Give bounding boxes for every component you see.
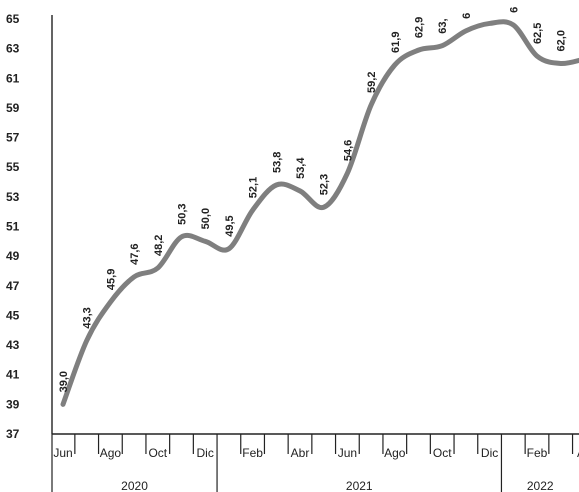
x-axis: Jun Ago Oct Dic Feb Abr Jun Ago Oct Dic Feb Ab 2020 2… bbox=[51, 433, 579, 492]
data-label: 43,3 bbox=[82, 307, 94, 328]
y-tick-label: 59 bbox=[6, 101, 20, 115]
data-label: 48,2 bbox=[153, 235, 165, 256]
y-tick-label: 53 bbox=[6, 190, 20, 204]
y-tick-label: 43 bbox=[6, 338, 20, 352]
x-month-label: Oct bbox=[433, 446, 452, 460]
x-month-label: Ago bbox=[384, 446, 406, 460]
y-tick-label: 37 bbox=[6, 427, 20, 441]
y-tick-label: 61 bbox=[6, 71, 20, 85]
series-line bbox=[60, 19, 579, 407]
data-label: 52,1 bbox=[248, 177, 260, 198]
data-label: 49,5 bbox=[224, 215, 236, 236]
y-tick-label: 55 bbox=[6, 160, 20, 174]
x-month-label: Oct bbox=[148, 446, 167, 460]
x-month-label: Dic bbox=[481, 446, 498, 460]
x-month-label: Jun bbox=[53, 446, 72, 460]
y-tick-label: 45 bbox=[6, 308, 20, 322]
x-year-label: 2021 bbox=[346, 479, 373, 492]
data-label: 62,9 bbox=[414, 17, 426, 38]
x-month-label: Feb bbox=[242, 446, 263, 460]
data-label: 61,9 bbox=[390, 32, 402, 53]
x-year-label: 2022 bbox=[527, 479, 554, 492]
x-month-label: Ab bbox=[577, 446, 579, 460]
x-month-label: Abr bbox=[291, 446, 310, 460]
data-label: 50,0 bbox=[200, 208, 212, 229]
x-month-label: Dic bbox=[197, 446, 214, 460]
x-month-label: Feb bbox=[527, 446, 548, 460]
y-tick-label: 63 bbox=[6, 42, 20, 56]
y-tick-label: 41 bbox=[6, 368, 20, 382]
data-label: 62,5 bbox=[532, 23, 544, 44]
data-label: 52,3 bbox=[319, 174, 331, 195]
y-axis: 37 39 41 43 45 47 49 51 53 55 57 59 61 63 65 bbox=[6, 12, 53, 441]
data-label: 6 bbox=[461, 13, 473, 19]
x-year-label: 2020 bbox=[121, 479, 148, 492]
y-tick-label: 57 bbox=[6, 131, 20, 145]
y-tick-label: 39 bbox=[6, 397, 20, 411]
y-tick-label: 65 bbox=[6, 12, 20, 26]
x-month-label: Ago bbox=[100, 446, 122, 460]
y-tick-label: 51 bbox=[6, 220, 20, 234]
x-month-label: Jun bbox=[338, 446, 357, 460]
data-label: 63, bbox=[437, 18, 449, 33]
data-label: 50,3 bbox=[177, 203, 189, 224]
data-label: 62,0 bbox=[556, 30, 568, 51]
series-path bbox=[60, 19, 579, 407]
data-labels: 39,0 43,3 45,9 47,6 48,2 50,3 50,0 49,5 52,1 53,8… bbox=[58, 7, 568, 393]
data-label: 59,2 bbox=[366, 72, 378, 93]
data-label: 53,8 bbox=[271, 152, 283, 173]
y-tick-label: 47 bbox=[6, 279, 20, 293]
data-label: 45,9 bbox=[105, 269, 117, 290]
data-label: 39,0 bbox=[58, 371, 70, 392]
data-label: 6 bbox=[508, 7, 520, 13]
data-label: 47,6 bbox=[129, 243, 141, 264]
y-tick-label: 49 bbox=[6, 249, 20, 263]
data-label: 54,6 bbox=[342, 140, 354, 161]
data-label: 53,4 bbox=[295, 157, 307, 179]
